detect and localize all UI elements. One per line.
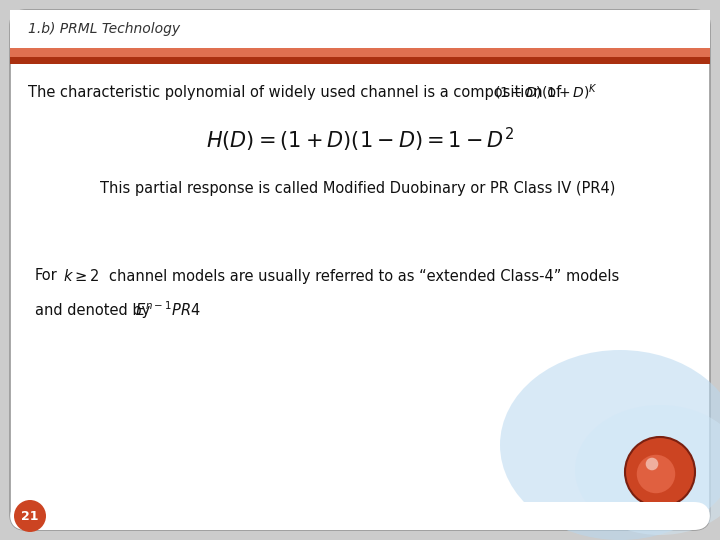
Ellipse shape [500, 350, 720, 540]
Text: $E^{n-1}PR4$: $E^{n-1}PR4$ [135, 301, 201, 319]
Text: For: For [35, 268, 58, 284]
Text: 1.b) PRML Technology: 1.b) PRML Technology [28, 22, 180, 36]
Text: The characteristic polynomial of widely used channel is a composition of: The characteristic polynomial of widely … [28, 84, 562, 99]
Bar [10, 48, 710, 57]
Bar [10, 10, 710, 48]
Circle shape [636, 455, 675, 493]
Bar [10, 57, 710, 64]
Circle shape [625, 437, 695, 507]
Text: $k \geq 2$: $k \geq 2$ [63, 268, 99, 284]
FancyBboxPatch shape [10, 10, 710, 530]
FancyBboxPatch shape [10, 502, 710, 530]
Text: $H(D)=(1+D)(1-D)=1-D^2$: $H(D)=(1+D)(1-D)=1-D^2$ [206, 126, 514, 154]
Text: 21: 21 [22, 510, 39, 523]
Circle shape [646, 458, 658, 470]
Text: and denoted by: and denoted by [35, 302, 150, 318]
Ellipse shape [575, 405, 720, 535]
FancyBboxPatch shape [10, 10, 710, 48]
Text: This partial response is called Modified Duobinary or PR Class IV (PR4): This partial response is called Modified… [100, 180, 616, 195]
Circle shape [14, 500, 46, 532]
Text: channel models are usually referred to as “extended Class-4” models: channel models are usually referred to a… [109, 268, 619, 284]
Text: $(1-D)(1+D)^K$: $(1-D)(1+D)^K$ [494, 82, 598, 102]
Circle shape [625, 437, 695, 507]
